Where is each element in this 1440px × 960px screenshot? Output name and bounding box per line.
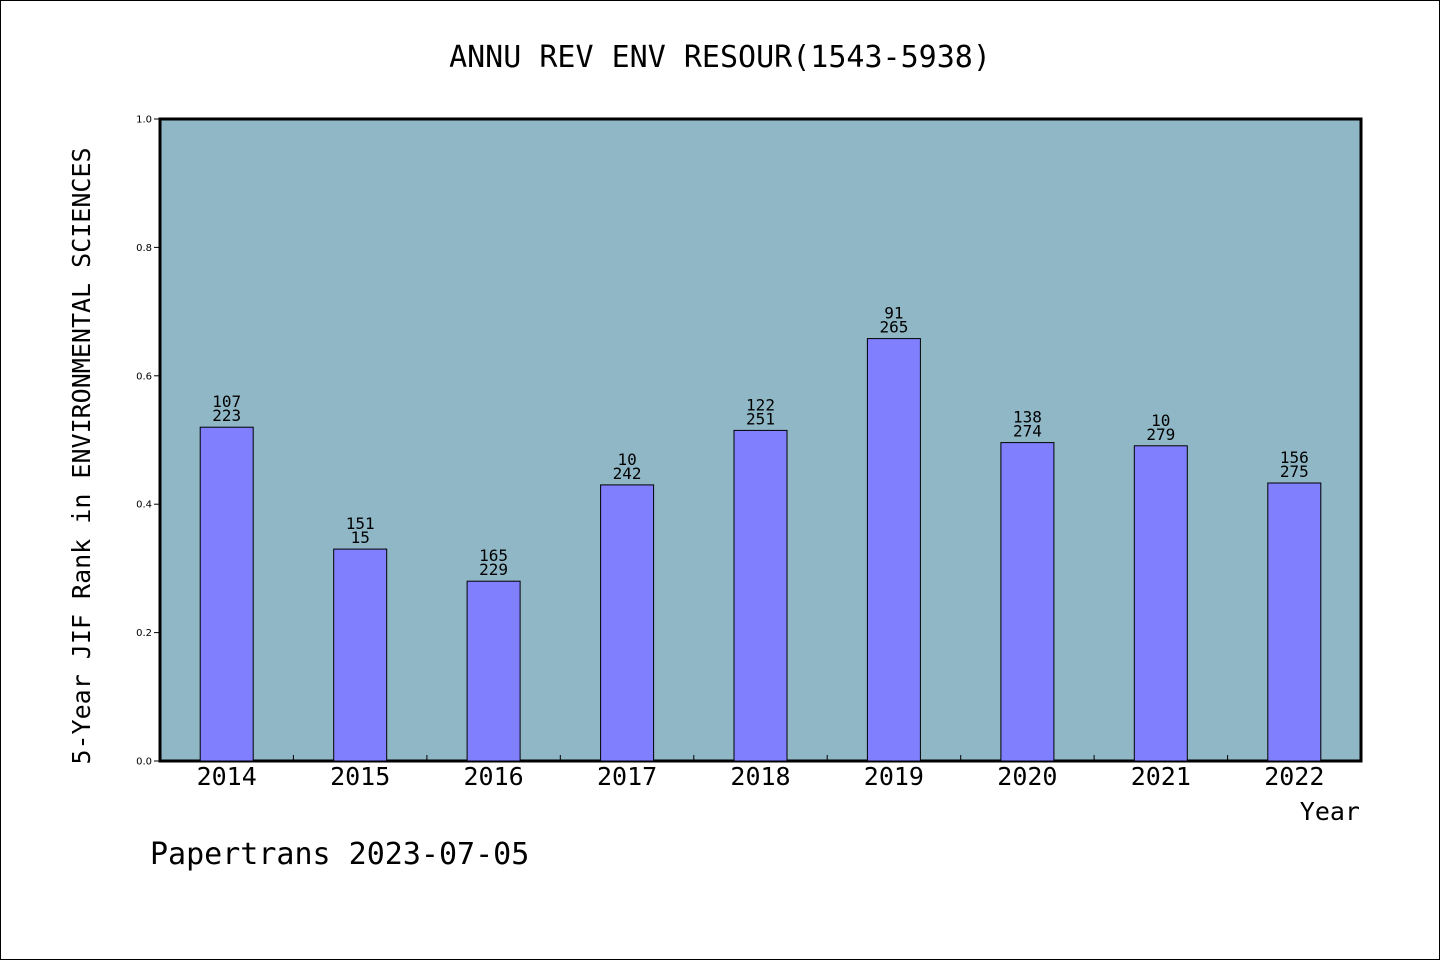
bar-label-top-2022: 156 (1280, 448, 1309, 467)
bar-2016 (466, 580, 521, 762)
y-tick-label-0.8: 0.8 (136, 243, 152, 254)
bar-label-bottom-2022: 275 (1280, 462, 1309, 481)
x-tick-label-2015: 2015 (330, 762, 390, 791)
bar-label-bottom-2016: 229 (479, 560, 508, 579)
bar-2021 (1133, 445, 1188, 762)
bars-layer (199, 338, 1322, 762)
bar-2019 (866, 338, 921, 762)
x-tick-label-2022: 2022 (1264, 762, 1324, 791)
bar-2022 (1267, 482, 1322, 762)
bar-label-top-2020: 138 (1013, 408, 1042, 427)
bar-2020 (1000, 442, 1055, 762)
y-tick-label-0.4: 0.4 (136, 500, 152, 511)
y-tick-label-0.0: 0.0 (136, 757, 152, 768)
bar-label-bottom-2014: 223 (212, 406, 241, 425)
bar-label-top-2015: 151 (346, 514, 375, 533)
y-tick-label-0.6: 0.6 (136, 371, 152, 382)
x-tick-label-2020: 2020 (997, 762, 1057, 791)
bar-label-bottom-2019: 265 (879, 318, 908, 337)
bar-label-bottom-2017: 242 (613, 464, 642, 483)
y-tick-label-0.2: 0.2 (136, 628, 152, 639)
bar-2018 (733, 429, 788, 762)
x-axis-label: Year (1300, 797, 1360, 826)
bar-label-top-2019: 91 (884, 304, 903, 323)
bar-label-bottom-2015: 15 (351, 528, 370, 547)
bar-label-top-2021: 10 (1151, 411, 1170, 430)
footer-watermark: Papertrans 2023-07-05 (150, 837, 529, 872)
y-tick-label-1.0: 1.0 (136, 115, 152, 126)
x-tick-label-2014: 2014 (197, 762, 257, 791)
bar-label-top-2014: 107 (212, 392, 241, 411)
bar-2017 (600, 484, 655, 762)
bar-label-bottom-2018: 251 (746, 409, 775, 428)
x-tick-label-2021: 2021 (1131, 762, 1191, 791)
bar-label-top-2017: 10 (617, 450, 636, 469)
x-tick-label-2019: 2019 (864, 762, 924, 791)
y-axis-label: 5-Year JIF Rank in ENVIRONMENTAL SCIENCE… (67, 147, 96, 764)
bar-labels-layer: 1072231511516522910242122251912651382741… (212, 304, 1309, 580)
bar-label-top-2018: 122 (746, 395, 775, 414)
x-axis: 2014 2015 2016 2017 2018 2019 2020 2021 2022 (197, 755, 1324, 791)
x-tick-label-2016: 2016 (463, 762, 523, 791)
bar-2015 (333, 548, 388, 762)
x-tick-label-2017: 2017 (597, 762, 657, 791)
y-axis: 0.0 0.2 0.4 0.6 0.8 1.0 (136, 115, 160, 768)
x-tick-label-2018: 2018 (730, 762, 790, 791)
bar-label-bottom-2021: 279 (1146, 425, 1175, 444)
bar-label-top-2016: 165 (479, 546, 508, 565)
bar-label-bottom-2020: 274 (1013, 422, 1042, 441)
bar-2014 (199, 426, 254, 762)
chart-title: ANNU REV ENV RESOUR(1543-5938) (449, 40, 991, 75)
